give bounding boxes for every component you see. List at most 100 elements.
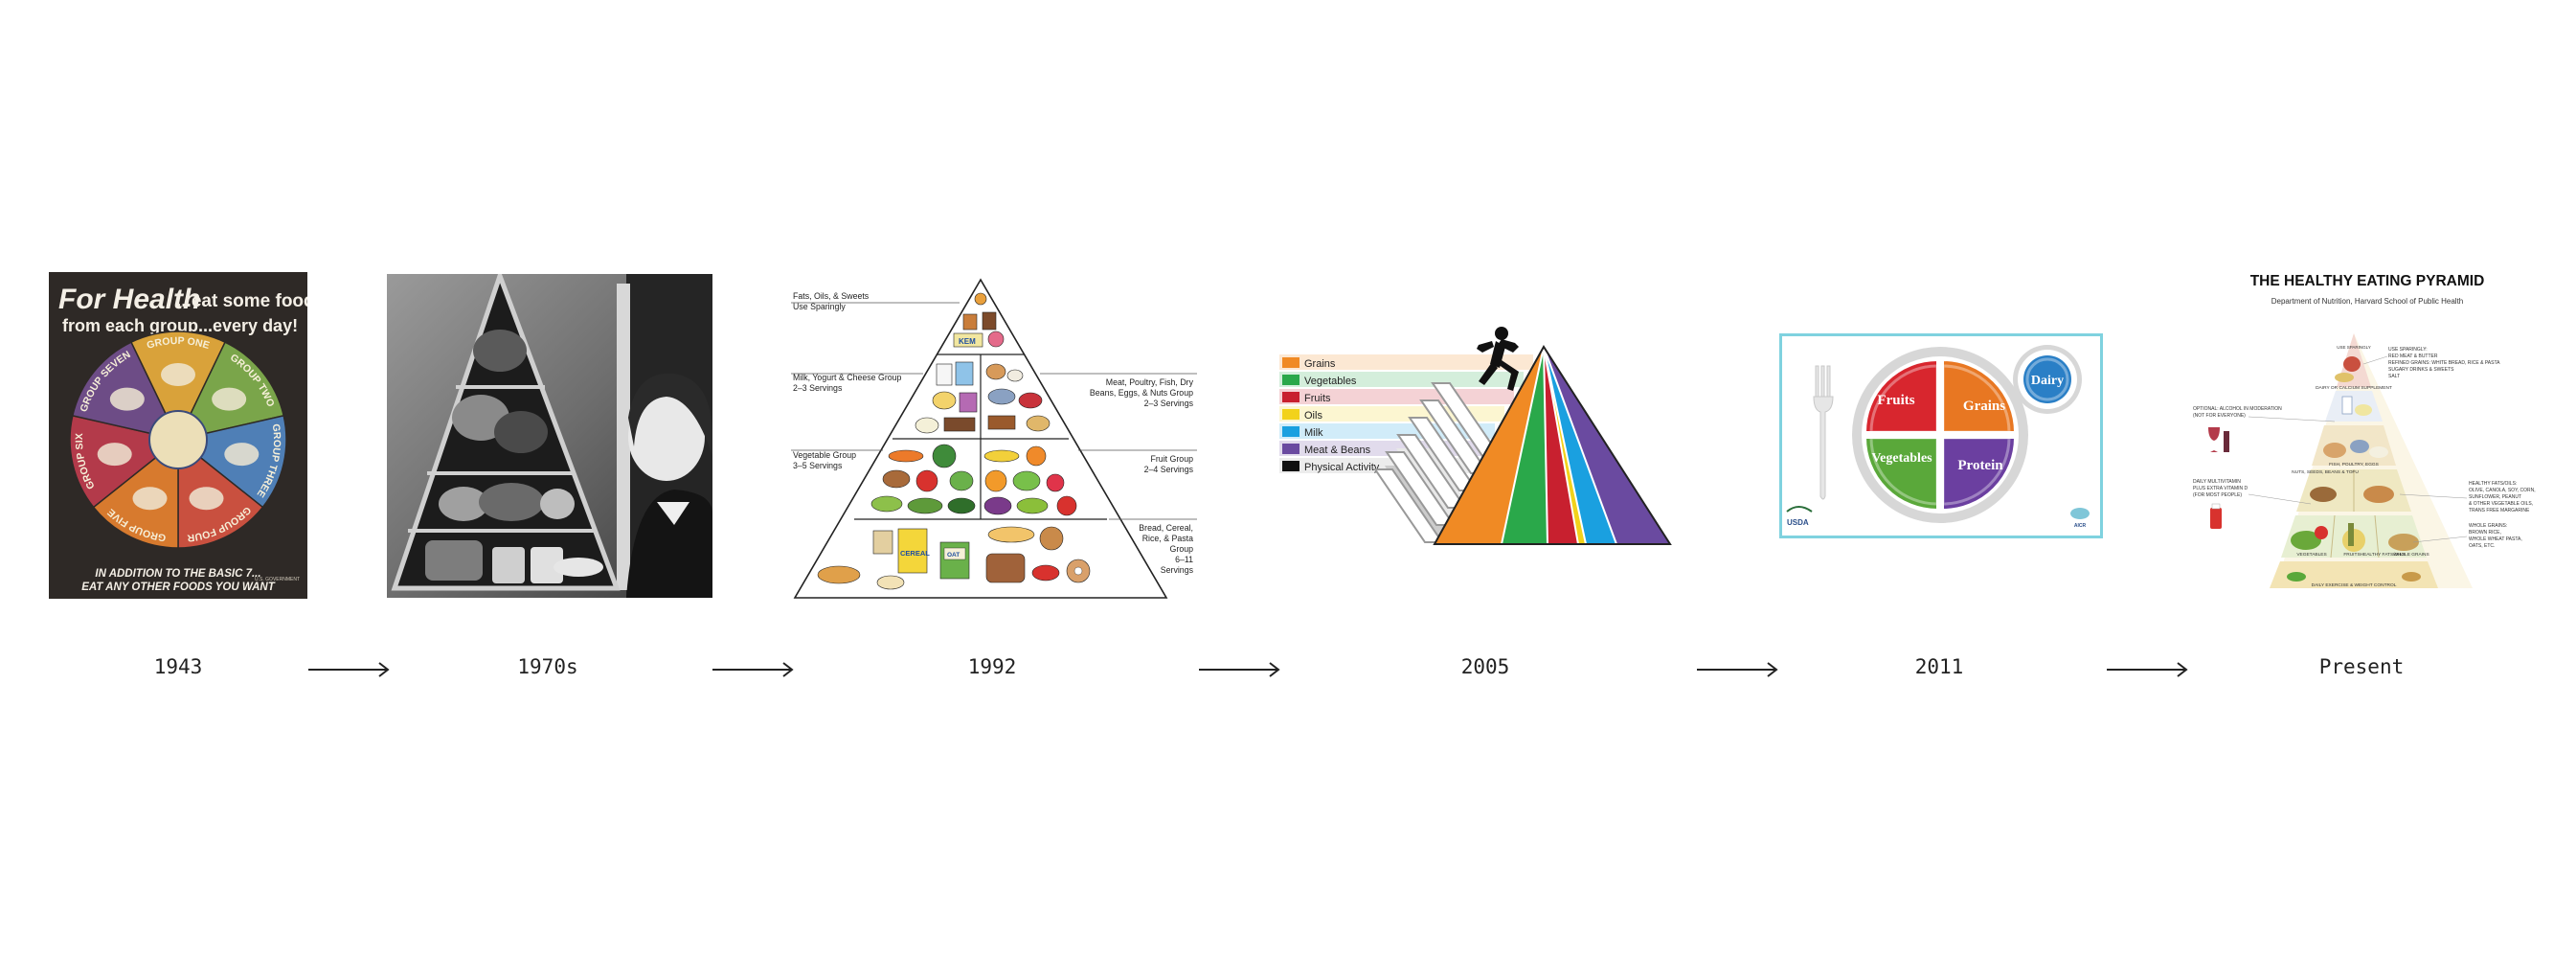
photo-1970s — [387, 274, 712, 598]
note-sparingly-4: SUGARY DRINKS & SWEETS — [2388, 367, 2454, 373]
healthy-pyramid-title: THE HEALTHY EATING PYRAMID — [2250, 273, 2485, 289]
label-meat-group-1: Meat, Poultry, Fish, Dry — [1106, 377, 1194, 387]
label-fats-use-sparingly: Use Sparingly — [793, 302, 846, 311]
wine-glass-icon — [2208, 427, 2229, 452]
note-alcohol-2: (NOT FOR EVERYONE) — [2193, 413, 2246, 419]
wheel-food-illustration — [97, 443, 132, 467]
label-fruit-servings: 2–4 Servings — [1144, 465, 1194, 474]
note-fats-5: TRANS FREE MARGARINE — [2469, 508, 2530, 513]
legend-meat-beans: Meat & Beans — [1304, 445, 1371, 456]
footer-line-1: IN ADDITION TO THE BASIC 7... — [95, 568, 260, 580]
note-fats-4: & OTHER VEGETABLE OILS, — [2469, 501, 2533, 507]
footer-line-2: EAT ANY OTHER FOODS YOU WANT — [81, 582, 275, 593]
note-multivitamin-2: PLUS EXTRA VITAMIN D — [2193, 486, 2248, 491]
swatch-physical-activity — [1282, 461, 1299, 471]
swatch-meat-beans — [1282, 444, 1299, 454]
note-sparingly-5: SALT — [2388, 374, 2400, 379]
dairy-label: Dairy — [2031, 374, 2064, 388]
svg-text:USDA: USDA — [1787, 518, 1809, 527]
tier-whole-grains: WHOLE GRAINS — [2393, 552, 2429, 558]
label-bread-group-2: Rice, & Pasta — [1142, 534, 1193, 543]
oat-box-label: OAT — [947, 552, 960, 559]
poster-1943: For Health ...eat some food from each gr… — [49, 272, 307, 599]
note-sparingly-1: USE SPARINGLY: — [2388, 347, 2428, 353]
plate-grains-section — [1942, 358, 2017, 433]
tier-fish-poultry-eggs: FISH, POULTRY, EGGS — [2329, 462, 2379, 468]
note-sparingly-3: REFINED GRAINS: WHITE BREAD, RICE & PAST… — [2388, 360, 2500, 366]
running-figure-icon — [1477, 327, 1519, 391]
plate-protein-section — [1942, 437, 2017, 512]
vegetable-foods — [870, 444, 976, 514]
note-alcohol-1: OPTIONAL: ALCOHOL IN MODERATION — [2193, 406, 2282, 412]
tier-exercise: DAILY EXERCISE & WEIGHT CONTROL — [2312, 582, 2397, 588]
note-fats-3: SUNFLOWER, PEANUT — [2469, 494, 2521, 500]
healthy-eating-pyramid: THE HEALTHY EATING PYRAMID Department of… — [2191, 268, 2557, 600]
tier-healthy-fats: HEALTHY FATS/OILS — [2361, 552, 2406, 558]
usda-logo: USDA — [1786, 506, 1813, 527]
swatch-fruits — [1282, 392, 1299, 402]
svg-text:AICR: AICR — [2074, 523, 2087, 529]
headline-eat-some-food: ...eat some food — [176, 291, 307, 311]
timeline-arrow-icon — [2107, 662, 2188, 677]
note-grains-1: WHOLE GRAINS: — [2469, 523, 2507, 529]
note-multivitamin-1: DAILY MULTIVITAMIN — [2193, 479, 2241, 485]
dairy-cup — [2023, 355, 2071, 403]
note-grains-2: BROWN RICE, — [2469, 530, 2501, 536]
note-multivitamin-3: (FOR MOST PEOPLE) — [2193, 492, 2242, 498]
label-vegetable-group: Vegetable Group — [793, 450, 856, 460]
legend-fruits: Fruits — [1304, 393, 1331, 404]
label-bread-group-4: 6–11 — [1175, 555, 1193, 564]
food-guide-pyramid-1992: Fats, Oils, & Sweets Use Sparingly Milk,… — [791, 278, 1197, 602]
healthy-pyramid-subtitle: Department of Nutrition, Harvard School … — [2271, 297, 2464, 306]
poster-credit: U.S. GOVERNMENT — [255, 577, 300, 582]
timeline-arrow-icon — [712, 662, 794, 677]
mypyramid-2005: Grains Vegetables Fruits Oils Milk Meat … — [1279, 324, 1697, 546]
legend-physical-activity: Physical Activity — [1304, 462, 1380, 473]
wheel-food-illustration — [161, 363, 195, 386]
note-fats-2: OLIVE, CANOLA, SOY, CORN, — [2469, 488, 2536, 493]
timeline-label-1970s: 1970s — [517, 655, 578, 678]
swatch-oils — [1282, 409, 1299, 420]
plate-fruits-section — [1864, 358, 1938, 433]
headline-for-health: For Health — [58, 284, 200, 315]
label-fruit-group: Fruit Group — [1151, 454, 1194, 464]
label-meat-group-2: Beans, Eggs, & Nuts Group — [1090, 388, 1193, 398]
swatch-grains — [1282, 357, 1299, 368]
wheel-food-illustration — [109, 387, 145, 411]
label-meat-servings: 2–3 Servings — [1144, 399, 1194, 408]
tier-nuts-seeds: NUTS, SEEDS, BEANS & TOFU — [2292, 469, 2359, 475]
note-grains-4: OATS, ETC. — [2469, 543, 2495, 549]
swatch-milk — [1282, 426, 1299, 437]
timeline-arrow-icon — [1199, 662, 1280, 677]
headline-from-each-group: from each group...every day! — [62, 316, 298, 335]
cereal-box-label: CEREAL — [900, 549, 930, 558]
healthy-pyramid-foods — [2287, 356, 2421, 582]
label-milk-group: Milk, Yogurt & Cheese Group — [793, 373, 902, 382]
meat-foods — [985, 363, 1051, 432]
plate-protein-label: Protein — [1957, 458, 2003, 473]
bread-foods: CEREAL OAT — [817, 526, 1091, 590]
tier-use-sparingly: USE SPARINGLY — [2337, 345, 2371, 350]
legend-vegetables: Vegetables — [1304, 376, 1357, 387]
label-bread-group-1: Bread, Cereal, — [1139, 523, 1193, 533]
label-milk-servings: 2–3 Servings — [793, 383, 843, 393]
wheel-food-illustration — [224, 443, 260, 467]
plate-vegetables-label: Vegetables — [1871, 451, 1932, 466]
legend-oils: Oils — [1304, 410, 1322, 422]
note-grains-3: WHOLE WHEAT PASTA, — [2469, 536, 2522, 542]
wheel-food-illustration — [212, 387, 247, 411]
label-fats-oils-sweets: Fats, Oils, & Sweets — [793, 291, 870, 301]
note-fats-1: HEALTHY FATS/OILS: — [2469, 481, 2517, 487]
timeline-label-1943: 1943 — [153, 655, 203, 678]
wheel-food-illustration — [132, 487, 168, 511]
legend-milk: Milk — [1304, 427, 1323, 439]
note-sparingly-2: RED MEAT & BUTTER — [2388, 354, 2438, 359]
tier-fruits: FRUITS — [2343, 552, 2360, 558]
label-bread-group-5: Servings — [1161, 565, 1194, 575]
tier-vegetables: VEGETABLES — [2296, 552, 2326, 558]
timeline-arrow-icon — [1697, 662, 1778, 677]
vitamin-bottle-icon — [2210, 503, 2222, 529]
myplate-2011: Fruits Grains Vegetables Protein Dairy U… — [1779, 333, 2103, 538]
label-bread-group-3: Group — [1170, 544, 1194, 554]
